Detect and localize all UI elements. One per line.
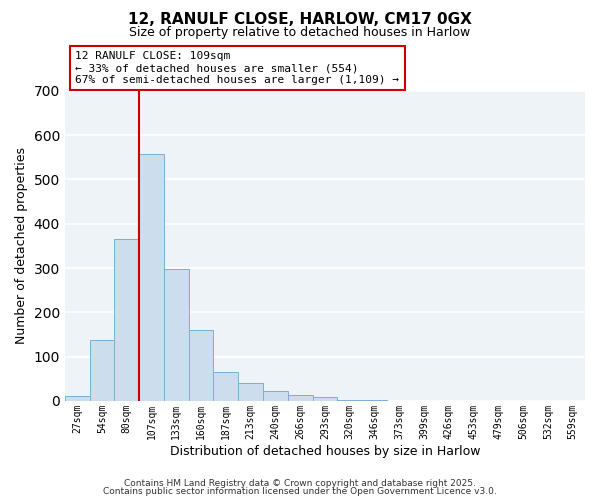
Y-axis label: Number of detached properties: Number of detached properties <box>15 148 28 344</box>
Text: 12 RANULF CLOSE: 109sqm
← 33% of detached houses are smaller (554)
67% of semi-d: 12 RANULF CLOSE: 109sqm ← 33% of detache… <box>75 52 399 84</box>
Bar <box>139 154 164 401</box>
Bar <box>65 396 89 401</box>
Text: Contains public sector information licensed under the Open Government Licence v3: Contains public sector information licen… <box>103 487 497 496</box>
Bar <box>164 269 188 401</box>
Text: Size of property relative to detached houses in Harlow: Size of property relative to detached ho… <box>130 26 470 39</box>
Bar <box>263 390 288 401</box>
Bar <box>89 340 115 401</box>
Bar <box>115 240 139 401</box>
Bar <box>288 395 313 401</box>
X-axis label: Distribution of detached houses by size in Harlow: Distribution of detached houses by size … <box>170 444 480 458</box>
Bar <box>313 397 337 401</box>
Text: 12, RANULF CLOSE, HARLOW, CM17 0GX: 12, RANULF CLOSE, HARLOW, CM17 0GX <box>128 12 472 28</box>
Bar <box>238 383 263 401</box>
Bar <box>214 372 238 401</box>
Bar <box>188 330 214 401</box>
Text: Contains HM Land Registry data © Crown copyright and database right 2025.: Contains HM Land Registry data © Crown c… <box>124 478 476 488</box>
